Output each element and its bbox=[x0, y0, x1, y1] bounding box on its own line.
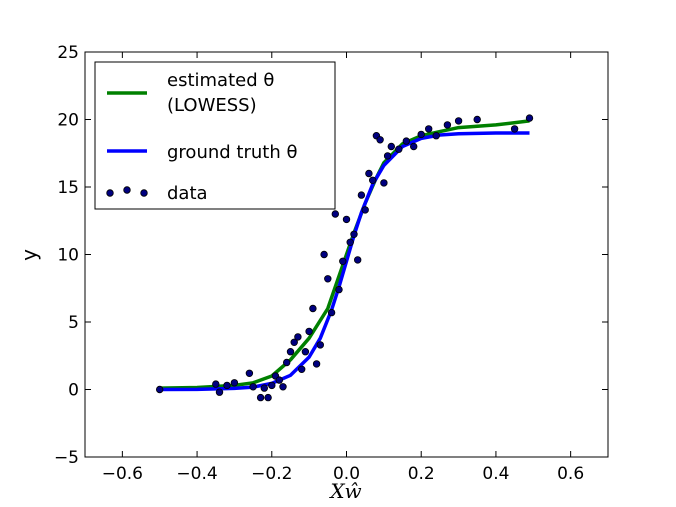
y-axis-label: y bbox=[17, 249, 41, 261]
data-point bbox=[525, 114, 534, 122]
data-point bbox=[417, 130, 425, 139]
data-point bbox=[410, 142, 418, 151]
data-point bbox=[335, 285, 343, 294]
data-point bbox=[260, 384, 268, 392]
legend-data-marker bbox=[106, 189, 114, 197]
data-point bbox=[223, 381, 231, 390]
y-tick-label: 25 bbox=[57, 43, 79, 63]
data-point bbox=[294, 333, 302, 341]
legend: estimated θ (LOWESS) ground truth θ data bbox=[94, 61, 336, 210]
data-point bbox=[510, 125, 519, 133]
data-point bbox=[245, 369, 254, 377]
data-point bbox=[454, 117, 463, 125]
legend-box bbox=[94, 61, 336, 210]
legend-ground-truth-label: ground truth θ bbox=[167, 142, 297, 163]
data-point bbox=[230, 379, 239, 387]
y-tick-label: 20 bbox=[57, 111, 79, 131]
data-point bbox=[305, 327, 313, 336]
data-point bbox=[324, 275, 332, 283]
data-point bbox=[249, 383, 257, 391]
data-point bbox=[432, 131, 440, 140]
axis-ticks: −0.6 −0.4 −0.2 0.0 0.2 0.4 0.6 −5 0 5 10 15 20 25 bbox=[54, 43, 608, 484]
data-point bbox=[350, 230, 358, 238]
y-tick-label: 0 bbox=[68, 381, 79, 401]
data-point bbox=[331, 210, 339, 218]
y-tick-label: 15 bbox=[57, 178, 79, 198]
data-point bbox=[339, 257, 347, 265]
data-point bbox=[283, 358, 291, 367]
x-tick-label: 0.0 bbox=[333, 464, 360, 484]
data-point bbox=[425, 125, 433, 133]
data-point bbox=[268, 381, 276, 390]
data-point bbox=[264, 393, 272, 402]
legend-data-marker bbox=[140, 189, 148, 197]
data-point bbox=[342, 215, 351, 224]
data-point bbox=[290, 338, 298, 346]
data-point bbox=[298, 365, 306, 373]
x-tick-label: 0.6 bbox=[557, 464, 584, 484]
data-point bbox=[376, 136, 384, 144]
data-point bbox=[212, 380, 220, 388]
data-point bbox=[354, 256, 362, 264]
data-point bbox=[346, 238, 354, 246]
data-point bbox=[357, 191, 366, 199]
data-point bbox=[286, 348, 295, 356]
legend-estimated-label-line2: (LOWESS) bbox=[167, 95, 257, 116]
legend-estimated-label: estimated θ bbox=[167, 70, 274, 91]
data-point bbox=[383, 152, 392, 160]
data-point bbox=[316, 341, 324, 349]
data-point bbox=[275, 376, 283, 384]
legend-data-marker bbox=[123, 186, 131, 194]
legend-data-label: data bbox=[167, 183, 208, 204]
data-point bbox=[155, 385, 164, 394]
data-point bbox=[369, 176, 377, 184]
data-point bbox=[387, 142, 395, 151]
data-point bbox=[327, 308, 336, 317]
x-tick-label: 0.2 bbox=[408, 464, 435, 484]
x-tick-label: −0.6 bbox=[102, 464, 143, 484]
data-point bbox=[301, 348, 310, 356]
x-tick-label: −0.2 bbox=[251, 464, 292, 484]
x-tick-label: −0.4 bbox=[176, 464, 217, 484]
y-tick-label: 5 bbox=[68, 313, 79, 333]
data-point bbox=[380, 179, 388, 187]
data-point bbox=[309, 304, 317, 313]
x-tick-label: 0.4 bbox=[482, 464, 509, 484]
plot-layer bbox=[155, 114, 534, 402]
data-point bbox=[312, 360, 321, 368]
data-point bbox=[473, 115, 481, 124]
data-point bbox=[279, 383, 287, 391]
x-axis-label: Xŵ bbox=[328, 479, 361, 503]
data-point bbox=[320, 250, 328, 259]
data-point bbox=[361, 206, 369, 214]
data-point bbox=[395, 145, 403, 153]
y-tick-label: 10 bbox=[57, 246, 79, 266]
data-point bbox=[256, 393, 265, 402]
data-point bbox=[215, 388, 224, 396]
data-point bbox=[443, 121, 452, 129]
y-tick-label: −5 bbox=[54, 448, 79, 468]
data-point bbox=[365, 169, 373, 178]
data-point bbox=[402, 137, 410, 145]
